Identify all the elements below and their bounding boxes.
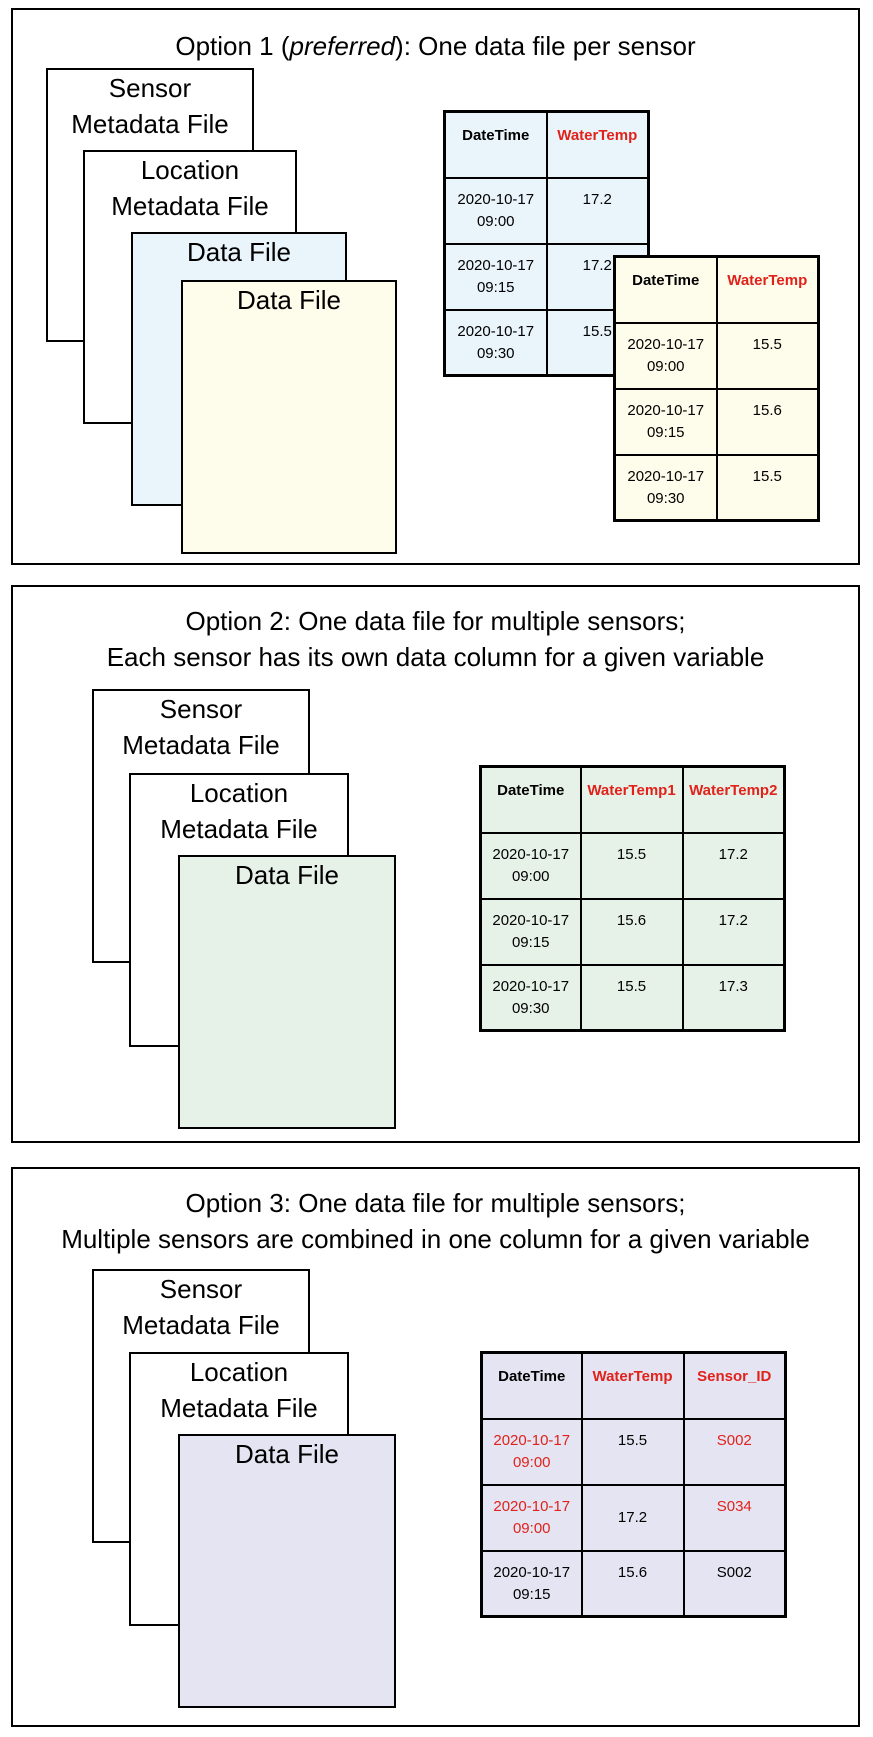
header-watertemp1: WaterTemp1 (579, 765, 684, 834)
option2-panel: Option 2: One data file for multiple sen… (11, 585, 860, 1143)
header-datetime: DateTime (613, 255, 718, 324)
table-row: 2020-10-17 09:30 15.5 (613, 453, 820, 522)
cell-watertemp2: 17.2 (681, 831, 786, 900)
cell-datetime: 2020-10-17 09:00 (480, 1417, 583, 1486)
cell-watertemp: 17.2 (545, 176, 650, 245)
option1-title-emphasis: preferred (289, 31, 396, 61)
cell-watertemp2: 17.2 (681, 897, 786, 966)
table-row: 2020-10-17 09:00 15.5 (613, 321, 820, 390)
table-row: 2020-10-17 09:15 15.6 17.2 (479, 897, 786, 966)
cell-datetime: 2020-10-17 09:30 (443, 308, 548, 377)
data-file: Data File (178, 855, 396, 1129)
cell-watertemp: 15.5 (580, 1417, 685, 1486)
table-row: 2020-10-17 09:30 15.5 17.3 (479, 963, 786, 1032)
cell-datetime: 2020-10-17 09:15 (443, 242, 548, 311)
option1-data-table-2: DateTime WaterTemp 2020-10-17 09:00 15.5 … (613, 255, 820, 522)
data-file: Data File (178, 1434, 396, 1708)
table-header-row: DateTime WaterTemp1 WaterTemp2 (479, 765, 786, 834)
table-header-row: DateTime WaterTemp (443, 110, 650, 179)
cell-datetime: 2020-10-17 09:15 (479, 897, 582, 966)
option3-panel: Option 3: One data file for multiple sen… (11, 1167, 860, 1727)
header-datetime: DateTime (480, 1351, 583, 1420)
header-watertemp: WaterTemp (715, 255, 820, 324)
table-row: 2020-10-17 09:00 17.2 S034 (480, 1483, 787, 1552)
cell-sensor-id: S034 (682, 1483, 787, 1552)
cell-datetime: 2020-10-17 09:15 (613, 387, 718, 456)
option3-data-table: DateTime WaterTemp Sensor_ID 2020-10-17 0… (480, 1351, 787, 1618)
option2-title-line2: Each sensor has its own data column for … (106, 642, 765, 672)
data-file-sensor-2: Data File (181, 280, 397, 554)
header-datetime: DateTime (443, 110, 548, 179)
table-row: 2020-10-17 09:00 15.5 S002 (480, 1417, 787, 1486)
cell-datetime: 2020-10-17 09:00 (443, 176, 548, 245)
cell-datetime: 2020-10-17 09:30 (479, 963, 582, 1032)
cell-watertemp2: 17.3 (681, 963, 786, 1032)
cell-watertemp: 17.2 (580, 1483, 685, 1552)
cell-datetime: 2020-10-17 09:00 (479, 831, 582, 900)
header-watertemp2: WaterTemp2 (681, 765, 786, 834)
cell-datetime: 2020-10-17 09:00 (613, 321, 718, 390)
cell-sensor-id: S002 (682, 1549, 787, 1618)
cell-watertemp1: 15.5 (579, 831, 684, 900)
option1-title: Option 1 (preferred): One data file per … (175, 31, 696, 61)
option3-title-line2: Multiple sensors are combined in one col… (61, 1224, 810, 1254)
table-row: 2020-10-17 09:00 15.5 17.2 (479, 831, 786, 900)
cell-watertemp: 15.6 (715, 387, 820, 456)
option1-panel: Option 1 (preferred): One data file per … (11, 8, 860, 565)
cell-datetime: 2020-10-17 09:30 (613, 453, 718, 522)
header-sensor-id: Sensor_ID (682, 1351, 787, 1420)
cell-watertemp: 15.5 (715, 321, 820, 390)
header-watertemp: WaterTemp (545, 110, 650, 179)
cell-watertemp: 15.6 (580, 1549, 685, 1618)
table-row: 2020-10-17 09:15 15.6 (613, 387, 820, 456)
option3-title-line1: Option 3: One data file for multiple sen… (185, 1188, 686, 1218)
option2-data-table: DateTime WaterTemp1 WaterTemp2 2020-10-1… (479, 765, 786, 1032)
table-header-row: DateTime WaterTemp (613, 255, 820, 324)
cell-sensor-id: S002 (682, 1417, 787, 1486)
table-header-row: DateTime WaterTemp Sensor_ID (480, 1351, 787, 1420)
header-watertemp: WaterTemp (580, 1351, 685, 1420)
cell-datetime: 2020-10-17 09:00 (480, 1483, 583, 1552)
table-row: 2020-10-17 09:00 17.2 (443, 176, 650, 245)
table-row: 2020-10-17 09:15 15.6 S002 (480, 1549, 787, 1618)
cell-watertemp1: 15.6 (579, 897, 684, 966)
table-row: 2020-10-17 09:15 17.2 (443, 242, 650, 311)
header-datetime: DateTime (479, 765, 582, 834)
cell-datetime: 2020-10-17 09:15 (480, 1549, 583, 1618)
option2-title-line1: Option 2: One data file for multiple sen… (185, 606, 686, 636)
cell-watertemp1: 15.5 (579, 963, 684, 1032)
cell-watertemp: 15.5 (715, 453, 820, 522)
